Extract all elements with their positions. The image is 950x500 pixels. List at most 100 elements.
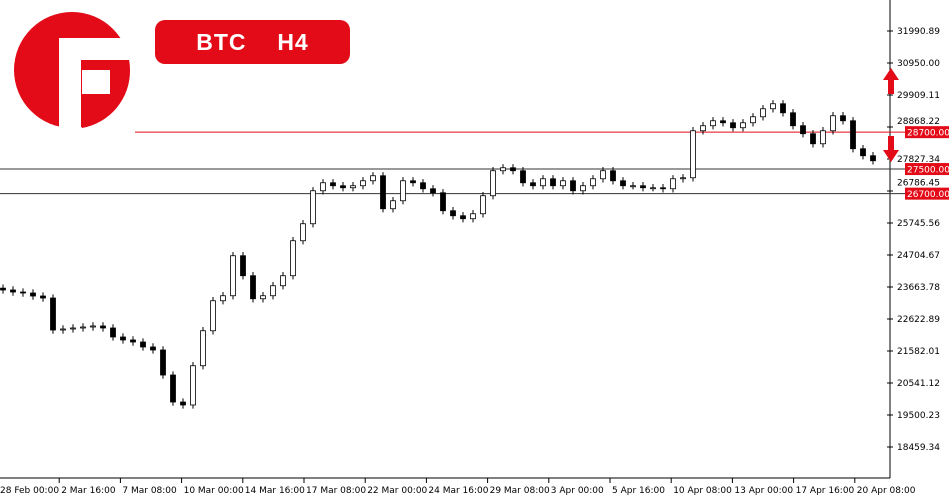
candle-body [510,167,516,172]
y-tick-label: 19500.23 [897,411,940,421]
candle-body [290,240,296,277]
candle-body [540,178,546,187]
candle-body [430,188,436,194]
candle-body [110,327,116,338]
candle-body [120,336,126,341]
candle-body [680,177,686,180]
candle-body [190,365,196,406]
candle-body [520,170,526,184]
price-level-label: 28700.00 [907,129,950,139]
candle-body [790,112,796,127]
candle-body [330,182,336,187]
candle-body [700,125,706,132]
candle-body [730,122,736,129]
candle-body [300,223,306,242]
candle-body [800,125,806,135]
x-tick-label: 7 Mar 08:00 [122,486,177,496]
x-tick-label: 28 Feb 00:00 [0,486,59,496]
candle-body [580,185,586,192]
x-tick-label: 24 Mar 16:00 [428,486,488,496]
candle-body [860,148,866,157]
candle-body [740,122,746,129]
y-tick-label: 22622.89 [897,315,940,325]
price-level-label: 26700.00 [907,190,950,200]
price-level-tag [905,126,949,139]
candle-body [350,185,356,189]
candle-body [0,287,6,291]
candle-body [420,182,426,190]
candle-body [600,170,606,180]
x-tick-label: 17 Apr 16:00 [796,486,855,496]
candle-body [380,175,386,210]
candle-body [570,180,576,192]
x-tick-label: 20 Apr 08:00 [857,486,916,496]
candle-body [170,374,176,403]
candle-body [870,155,876,162]
candle-body [160,349,166,376]
candle-body [180,401,186,406]
candle-body [770,103,776,110]
candle-body [690,130,696,179]
candle-body [370,175,376,182]
x-tick-label: 3 Apr 00:00 [551,486,604,496]
candle-body [480,195,486,215]
y-tick-label: 21582.01 [897,347,940,357]
brand-logo [14,12,132,130]
candle-body [400,180,406,202]
candle-body [310,190,316,225]
candle-body [470,213,476,220]
candle-body [780,103,786,114]
candle-body [620,180,626,187]
candle-body [360,180,366,187]
candle-body [590,178,596,187]
candle-body [750,116,756,124]
candle-body [820,130,826,145]
y-tick-label: 25745.56 [897,219,940,229]
candle-body [90,325,96,328]
candle-body [850,120,856,150]
candle-body [830,115,836,132]
candle-body [10,289,16,293]
candle-body [80,326,86,329]
candle-body [460,215,466,220]
arrow-down-icon [883,136,899,162]
candle-body [340,185,346,189]
candle-body [260,295,266,300]
x-tick-label: 29 Mar 08:00 [490,486,550,496]
symbol-timeframe-badge: BTC H4 [155,20,350,64]
candle-body [610,170,616,182]
candle-body [30,292,36,297]
candle-body [450,210,456,217]
candle-body [410,180,416,184]
y-tick-label: 30950.00 [897,59,940,69]
x-tick-label: 10 Mar 00:00 [184,486,244,496]
x-tick-label: 10 Apr 08:00 [673,486,732,496]
candle-body [210,300,216,332]
price-level-tag [905,187,949,200]
x-tick-label: 17 Mar 08:00 [306,486,366,496]
candle-body [150,346,156,351]
y-tick-label: 23663.78 [897,283,940,293]
candle-body [630,185,636,188]
candle-body [200,330,206,367]
candle-body [490,170,496,197]
x-tick-label: 5 Apr 16:00 [612,486,665,496]
candle-body [20,291,26,294]
price-level-tag [905,163,949,176]
candle-body [670,178,676,190]
candle-body [40,295,46,299]
candle-body [810,133,816,145]
candle-body [60,328,66,331]
y-tick-label: 24704.67 [897,251,940,261]
candle-body [550,178,556,187]
candle-body [50,297,56,331]
x-tick-label: 22 Mar 00:00 [367,486,427,496]
candle-body [390,200,396,210]
candle-body [270,285,276,297]
y-tick-label: 31990.89 [897,27,940,37]
candle-body [640,185,646,189]
x-tick-label: 13 Apr 00:00 [734,486,793,496]
y-tick-label: 28868.22 [897,117,940,127]
price-level-label: 27500.00 [907,166,950,176]
